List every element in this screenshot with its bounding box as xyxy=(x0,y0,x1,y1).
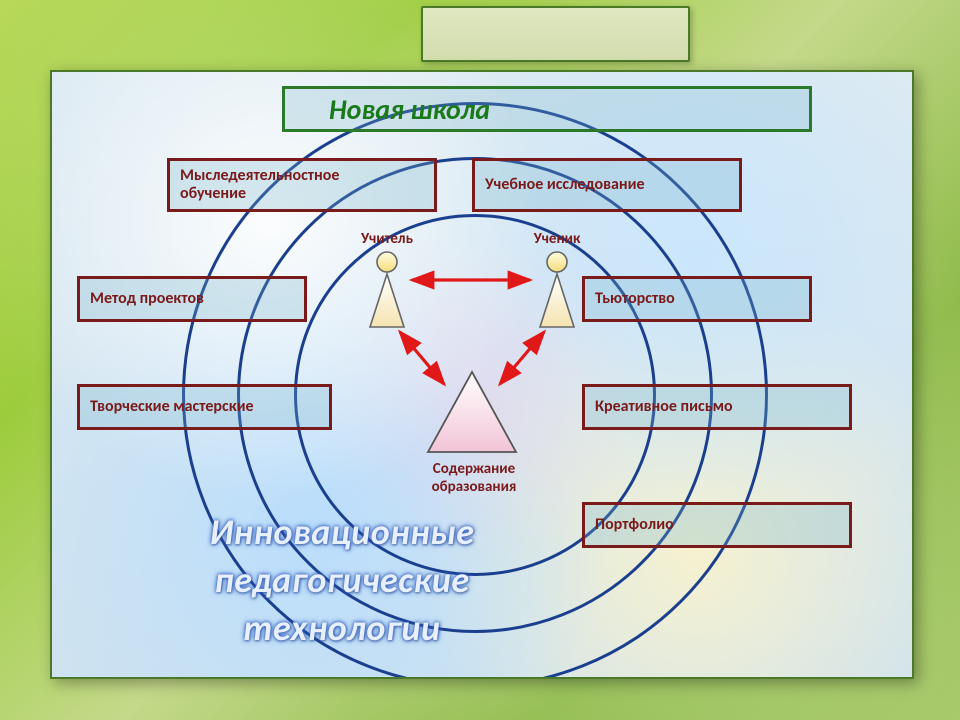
figure-student xyxy=(540,252,574,327)
figure-teacher xyxy=(370,252,404,327)
diagram-panel: Новая школа Мыследеятельностное обучение… xyxy=(50,70,914,679)
figure-content-triangle xyxy=(428,372,516,452)
main-title-line3: технологии xyxy=(92,606,592,651)
main-title-line1: Инновационные xyxy=(92,510,592,555)
decor-top-box xyxy=(421,6,690,62)
main-title-line2: педагогические xyxy=(92,558,592,603)
slide-root: Новая школа Мыследеятельностное обучение… xyxy=(0,0,960,720)
